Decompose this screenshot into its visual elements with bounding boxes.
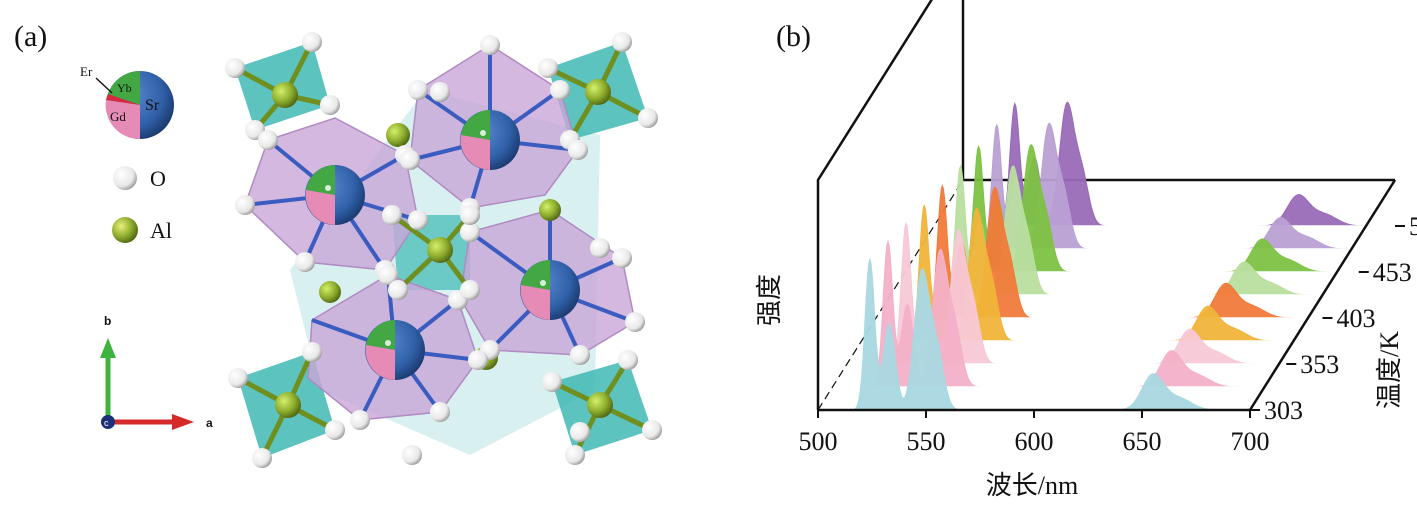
z-axis-line bbox=[1248, 179, 1397, 411]
c-axis-label: c bbox=[104, 418, 109, 428]
z-tick-label-453: 453 bbox=[1373, 258, 1412, 287]
oxygen-legend-ball bbox=[113, 166, 137, 190]
z-axis-title: 温度/K bbox=[1375, 331, 1404, 409]
spectra-series bbox=[818, 101, 1395, 411]
a-axis-label: a bbox=[206, 416, 213, 430]
z-tick-label-503: 503 bbox=[1409, 212, 1417, 241]
er-pointer-arrow bbox=[95, 77, 113, 94]
x-axis-title: 波长/nm bbox=[986, 471, 1078, 500]
er-label: Er bbox=[80, 64, 93, 79]
oxygen-legend-label: O bbox=[150, 166, 166, 191]
panel-a-label: (a) bbox=[14, 20, 48, 53]
site-occupancy-legend: Er Yb Gd Sr O Al bbox=[80, 64, 174, 243]
c-axis-dot bbox=[101, 415, 115, 429]
panel-b-label: (b) bbox=[776, 20, 811, 53]
cation-site bbox=[305, 165, 365, 225]
axis-triad: b a c bbox=[100, 314, 213, 430]
b-axis-label: b bbox=[104, 314, 111, 328]
z-tick-label-353: 353 bbox=[1300, 350, 1339, 379]
yb-segment bbox=[108, 71, 140, 105]
al-legend-label: Al bbox=[150, 218, 172, 243]
gd-label: Gd bbox=[110, 109, 126, 124]
x-tick-label-500: 500 bbox=[799, 427, 838, 456]
oxygen-atoms bbox=[225, 32, 662, 468]
er-segment bbox=[106, 94, 140, 105]
y-axis-title: 强度 bbox=[755, 274, 784, 326]
x-tick-label-600: 600 bbox=[1015, 427, 1054, 456]
gd-segment bbox=[105, 100, 140, 140]
yb-label: Yb bbox=[117, 81, 132, 95]
al-legend-ball bbox=[112, 217, 138, 243]
x-tick-label-650: 650 bbox=[1123, 427, 1162, 456]
al-atoms bbox=[272, 79, 613, 418]
x-tick-label-550: 550 bbox=[907, 427, 946, 456]
a-axis-arrowhead bbox=[172, 414, 194, 430]
z-tick-label-403: 403 bbox=[1337, 304, 1376, 333]
cation-site bbox=[365, 320, 425, 380]
b-axis-arrowhead bbox=[100, 338, 116, 358]
sr-label: Sr bbox=[145, 97, 160, 114]
crystal-structure bbox=[225, 32, 662, 468]
z-tick-label-303: 303 bbox=[1264, 396, 1303, 425]
cation-site bbox=[460, 110, 520, 170]
box-edge-back bbox=[816, 0, 933, 410]
cation-site bbox=[520, 260, 580, 320]
x-tick-label-700: 700 bbox=[1231, 427, 1270, 456]
